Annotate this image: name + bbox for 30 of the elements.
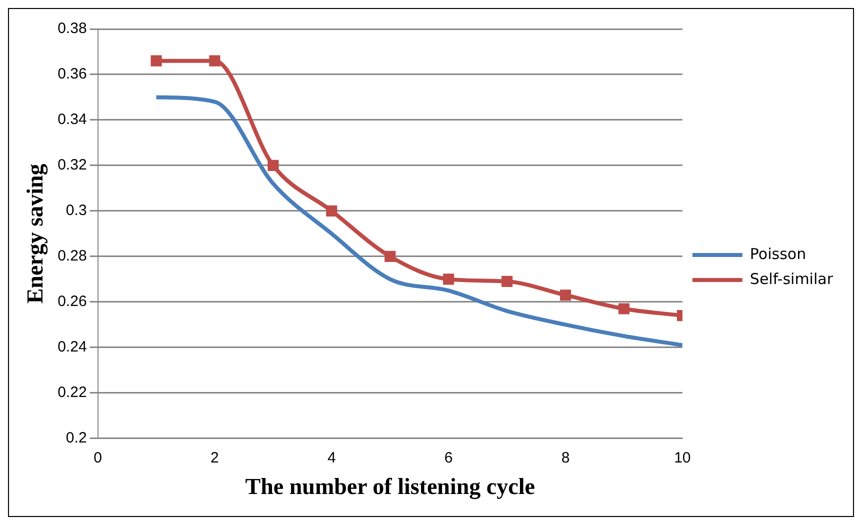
y-tick-label: 0.32 (58, 156, 87, 174)
point (209, 55, 220, 66)
y-tick-label: 0.2 (66, 430, 87, 447)
y-tick-label: 0.36 (58, 66, 87, 83)
y-axis-title: Energy saving (22, 163, 49, 304)
x-tick-label: 2 (210, 450, 219, 467)
point (618, 303, 630, 314)
legend-label: Poisson (750, 244, 806, 263)
x-axis-title: The number of listening cycle (245, 474, 535, 500)
y-tick-label: 0.22 (58, 384, 87, 402)
y-tick-label: 0.28 (58, 248, 87, 265)
y-tick-label: 0.38 (58, 20, 87, 38)
line-series (154, 95, 682, 348)
point (326, 205, 338, 216)
y-tick-label: 0.3 (66, 202, 87, 220)
point (150, 55, 162, 66)
x-tick-label: 10 (674, 450, 691, 467)
x-tick-label: 8 (561, 450, 570, 467)
y-tick-label: 0.24 (58, 338, 87, 356)
x-tick-label: 4 (327, 450, 336, 467)
x-tick-label: 6 (444, 450, 453, 467)
point (268, 160, 279, 171)
y-tick-label: 0.34 (58, 111, 87, 128)
legend-label: Self-similar (750, 270, 834, 288)
point (384, 250, 396, 262)
y-tick-label: 0.26 (58, 293, 87, 310)
point (443, 274, 454, 285)
x-tick-label: 0 (94, 450, 102, 467)
point (560, 290, 572, 301)
point (502, 276, 513, 287)
